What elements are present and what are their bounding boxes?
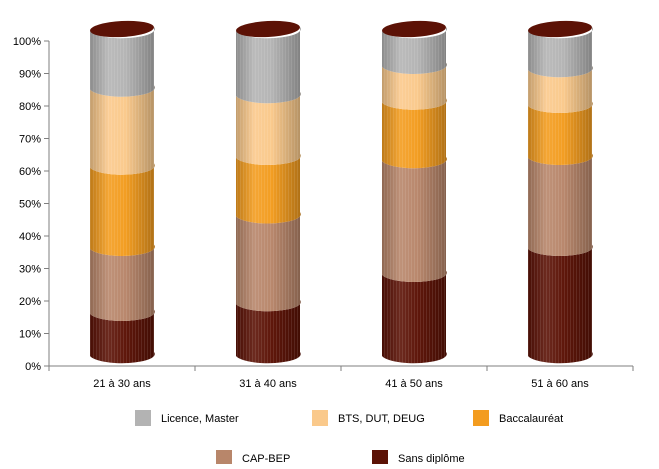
bar-segment-texture (528, 27, 593, 78)
legend-swatch (372, 450, 388, 466)
y-tick-label: 20% (19, 296, 41, 308)
bar-segment-texture (236, 212, 301, 312)
bar-stack (528, 20, 593, 364)
bar-segment-texture (382, 27, 447, 74)
legend-label: Sans diplôme (398, 453, 465, 464)
bar-segment-texture (528, 101, 593, 165)
bar-stack (90, 20, 155, 364)
legend-label: Baccalauréat (499, 413, 563, 425)
bar-segment-texture (90, 309, 155, 364)
legend-label: BTS, DUT, DEUG (338, 413, 425, 425)
y-tick-label: 30% (19, 264, 41, 276)
bar-stack (236, 20, 301, 364)
bar-segment-texture (528, 66, 593, 113)
bar-segment-texture (90, 85, 155, 175)
x-tick-label: 51 à 60 ans (531, 378, 589, 390)
bar-segment-texture (90, 244, 155, 321)
bar-segment-texture (528, 244, 593, 364)
bar-segment-texture (236, 153, 301, 224)
bar-cap (528, 20, 592, 38)
bar-segment-texture (236, 27, 301, 104)
bar-segment-texture (90, 27, 155, 97)
bar-segment-texture (236, 92, 301, 165)
bar-cap (236, 20, 300, 38)
bar-cap (382, 20, 446, 38)
x-tick-label: 21 à 30 ans (93, 378, 151, 390)
y-tick-label: 90% (19, 69, 41, 81)
legend-label: CAP-BEP (242, 453, 290, 464)
y-tick-label: 100% (13, 36, 41, 48)
x-tick-label: 31 à 40 ans (239, 378, 297, 390)
x-tick-label: 41 à 50 ans (385, 378, 443, 390)
legend-swatch (216, 450, 232, 466)
y-tick-label: 40% (19, 231, 41, 243)
legend-swatch (135, 410, 151, 426)
bar-cap (90, 20, 154, 38)
bar-segment-texture (90, 163, 155, 256)
bar-segment-texture (382, 270, 447, 364)
y-tick-label: 70% (19, 134, 41, 146)
legend-swatch (312, 410, 328, 426)
bar-segment-texture (382, 62, 447, 110)
y-tick-label: 80% (19, 101, 41, 113)
legend-label: Licence, Master (161, 413, 239, 425)
y-tick-label: 0% (25, 361, 41, 373)
y-tick-label: 60% (19, 166, 41, 178)
bar-stack (382, 20, 447, 364)
y-tick-label: 10% (19, 329, 41, 341)
bar-segment-texture (528, 153, 593, 256)
bar-segment-texture (236, 300, 301, 364)
bar-segment-texture (382, 98, 447, 169)
legend-swatch (473, 410, 489, 426)
bar-segment-texture (382, 157, 447, 282)
y-tick-label: 50% (19, 199, 41, 211)
